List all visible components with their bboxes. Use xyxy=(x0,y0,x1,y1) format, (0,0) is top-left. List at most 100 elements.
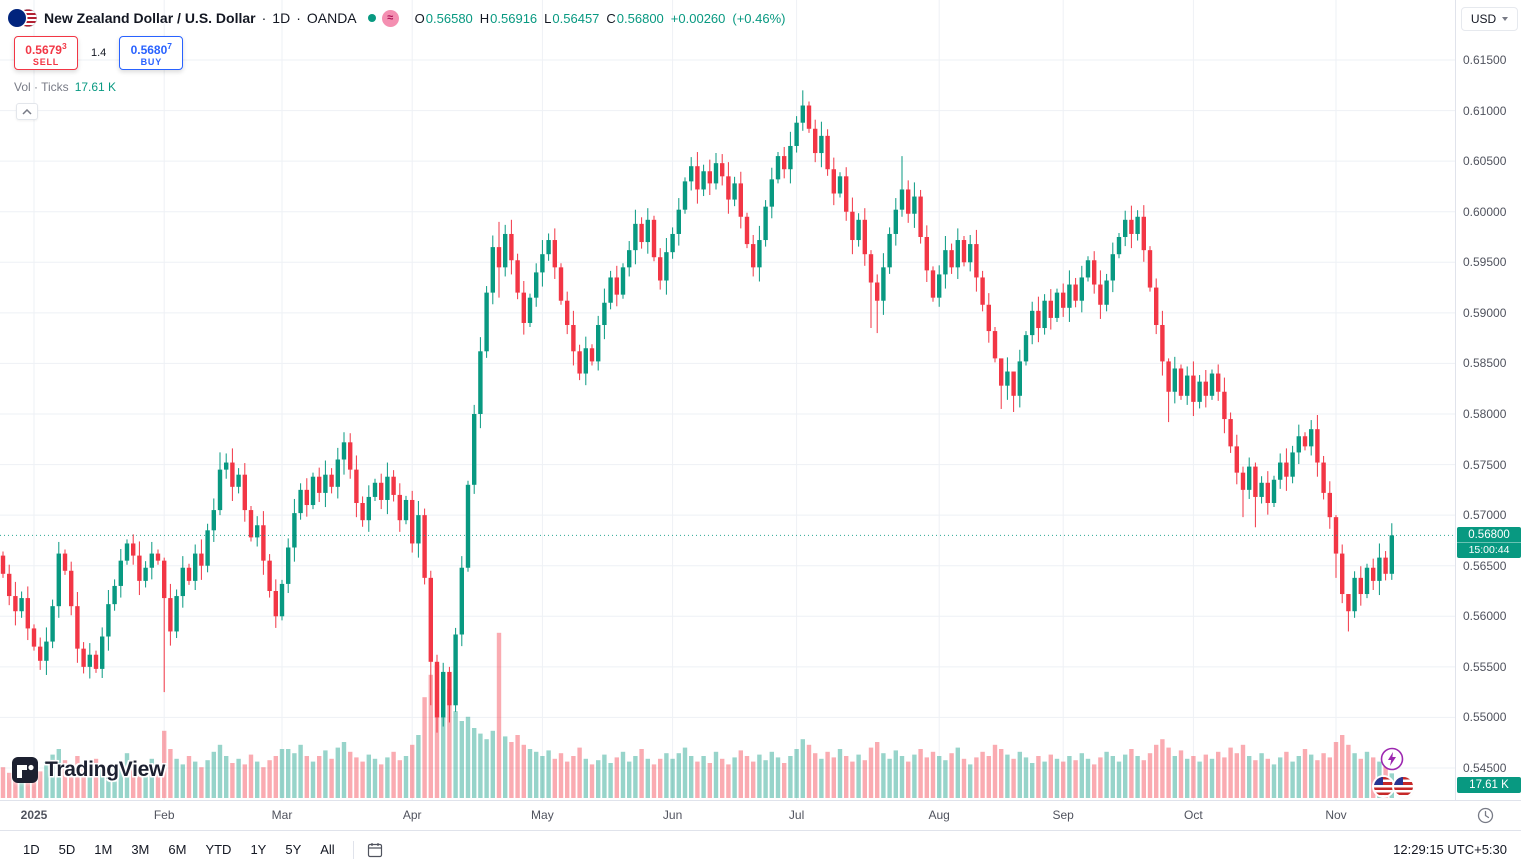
candles xyxy=(0,90,1394,733)
range-button-All[interactable]: All xyxy=(311,837,343,862)
ohlc-low-label: L xyxy=(544,10,552,26)
time-axis-clock-icon[interactable] xyxy=(1477,807,1494,824)
range-button-5D[interactable]: 5D xyxy=(50,837,85,862)
ohlc-close-value: 0.56800 xyxy=(616,10,664,26)
ohlc-close: C0.56800 xyxy=(606,11,663,26)
time-tick-label: Feb xyxy=(153,808,175,822)
buy-button[interactable]: 0.56807 BUY xyxy=(119,36,184,70)
candlestick-chart[interactable] xyxy=(0,0,1455,800)
price-tick-label: 0.60500 xyxy=(1463,154,1507,169)
toolbar-divider xyxy=(352,840,354,859)
exchange-label: OANDA xyxy=(306,10,357,26)
ohlc-high-value: 0.56916 xyxy=(490,10,538,26)
time-tick-label: Apr xyxy=(402,808,422,822)
price-tick-label: 0.59000 xyxy=(1463,305,1507,320)
range-button-6M[interactable]: 6M xyxy=(159,837,195,862)
bar-countdown: 15:00:44 xyxy=(1457,542,1521,559)
price-tick-label: 0.54500 xyxy=(1463,761,1507,775)
price-tick-label: 0.61500 xyxy=(1463,53,1507,67)
ohlc-high-label: H xyxy=(479,10,490,26)
market-status-icon xyxy=(367,14,376,22)
change-percent: (+0.46%) xyxy=(732,10,786,26)
volume-indicator-label: Vol · Ticks xyxy=(14,80,69,94)
symbol-logo xyxy=(8,7,38,29)
range-button-5Y[interactable]: 5Y xyxy=(276,837,310,862)
separator: · xyxy=(296,10,301,26)
sell-price: 0.56793 xyxy=(25,40,67,57)
ohlc-low: L0.56457 xyxy=(544,11,599,26)
buy-label: BUY xyxy=(140,56,162,67)
price-tick-label: 0.59500 xyxy=(1463,255,1507,270)
time-tick-label: Jun xyxy=(662,808,683,822)
ohlc-high: H0.56916 xyxy=(480,11,537,26)
ohlc-close-label: C xyxy=(606,10,616,26)
range-button-1M[interactable]: 1M xyxy=(85,837,121,862)
approximate-data-icon[interactable]: ≈ xyxy=(381,9,399,27)
price-tick-label: 0.57000 xyxy=(1463,508,1507,523)
price-tick-label: 0.55000 xyxy=(1463,710,1507,725)
tradingview-wordmark: TradingView xyxy=(45,758,166,781)
legend-collapse-button[interactable] xyxy=(16,103,38,120)
bottom-toolbar: 1D 5D 1M 3M 6M YTD 1Y 5Y All 12:29:15 UTC+5:30 xyxy=(0,830,1521,868)
ohlc-open-value: 0.56580 xyxy=(425,10,473,26)
boost-button[interactable] xyxy=(1380,747,1404,771)
tradingview-logo[interactable]: TradingView xyxy=(12,757,165,783)
price-tick-label: 0.56000 xyxy=(1463,609,1507,624)
volume-axis-label: 17.61 K xyxy=(1457,777,1521,793)
last-price-group: 0.56800 15:00:44 xyxy=(1457,527,1521,559)
price-axis[interactable]: 0.61500 0.61000 0.60500 0.60000 0.59500 0.590… xyxy=(1455,0,1521,800)
price-tick-label: 0.58500 xyxy=(1463,356,1507,371)
time-tick-label: Aug xyxy=(928,808,950,822)
chevron-down-icon xyxy=(1502,17,1509,21)
chart-legend: New Zealand Dollar / U.S. Dollar · 1D · … xyxy=(8,6,786,30)
time-tick-label: Sep xyxy=(1052,808,1074,822)
time-tick-label: May xyxy=(531,808,554,822)
range-button-1D[interactable]: 1D xyxy=(14,837,49,862)
clock-timezone-button[interactable]: 12:29:15 UTC+5:30 xyxy=(1393,842,1507,857)
range-button-3M[interactable]: 3M xyxy=(122,837,158,862)
price-tick-label: 0.61000 xyxy=(1463,103,1507,118)
time-tick-label: Mar xyxy=(271,808,293,822)
price-tick-label: 0.56500 xyxy=(1463,558,1507,573)
last-price-label: 0.56800 xyxy=(1457,527,1521,543)
buy-price: 0.56807 xyxy=(130,40,173,57)
tradingview-glyph-icon xyxy=(12,757,38,783)
ohlc-low-value: 0.56457 xyxy=(552,10,600,26)
currency-label: USD xyxy=(1470,12,1497,26)
ohlc-open: O0.56580 xyxy=(415,11,473,26)
range-button-YTD[interactable]: YTD xyxy=(196,837,240,862)
date-range-buttons: 1D 5D 1M 3M 6M YTD 1Y 5Y All xyxy=(14,837,344,862)
ohlc-legend: O0.56580 H0.56916 L0.56457 C0.56800 +0.0… xyxy=(415,11,786,26)
time-tick-label: Jul xyxy=(788,808,805,822)
chevron-up-icon xyxy=(22,108,32,115)
time-tick-label: Oct xyxy=(1184,808,1203,822)
lightning-icon xyxy=(1380,747,1404,771)
price-tick-label: 0.55500 xyxy=(1463,659,1507,674)
range-button-1Y[interactable]: 1Y xyxy=(241,837,275,862)
time-tick-label: Nov xyxy=(1325,808,1347,822)
separator: · xyxy=(261,10,267,26)
nz-flag-icon xyxy=(8,9,26,27)
price-tick-label: 0.57500 xyxy=(1463,457,1507,472)
economic-event-flag-icon[interactable] xyxy=(1374,777,1393,796)
volume-indicator-row: Vol · Ticks 17.61 K xyxy=(14,80,116,94)
sell-label: SELL xyxy=(32,56,60,67)
price-tick-label: 0.58000 xyxy=(1463,407,1507,421)
economic-event-flag-icon[interactable] xyxy=(1394,777,1413,796)
go-to-date-button[interactable] xyxy=(363,838,387,862)
chart-area[interactable]: New Zealand Dollar / U.S. Dollar · 1D · … xyxy=(0,0,1455,800)
symbol-title[interactable]: New Zealand Dollar / U.S. Dollar xyxy=(44,10,256,26)
sell-button[interactable]: 0.56793 SELL xyxy=(14,36,78,70)
time-tick-label: 2025 xyxy=(20,808,48,822)
trade-panel: 0.56793 SELL 1.4 0.56807 BUY xyxy=(14,36,184,70)
spread-value: 1.4 xyxy=(91,47,107,59)
volume-bars xyxy=(0,632,1394,798)
timeframe-label: 1D xyxy=(272,10,291,26)
price-tick-label: 0.60000 xyxy=(1463,204,1507,219)
volume-indicator-value: 17.61 K xyxy=(74,80,117,94)
calendar-icon xyxy=(367,842,382,857)
time-axis[interactable]: 2025 Feb Mar Apr May Jun Jul Aug Sep Oct Nov xyxy=(0,800,1521,831)
change-value: +0.00260 xyxy=(670,10,726,26)
grid-lines xyxy=(0,0,1455,800)
currency-selector[interactable]: USD xyxy=(1461,7,1518,31)
